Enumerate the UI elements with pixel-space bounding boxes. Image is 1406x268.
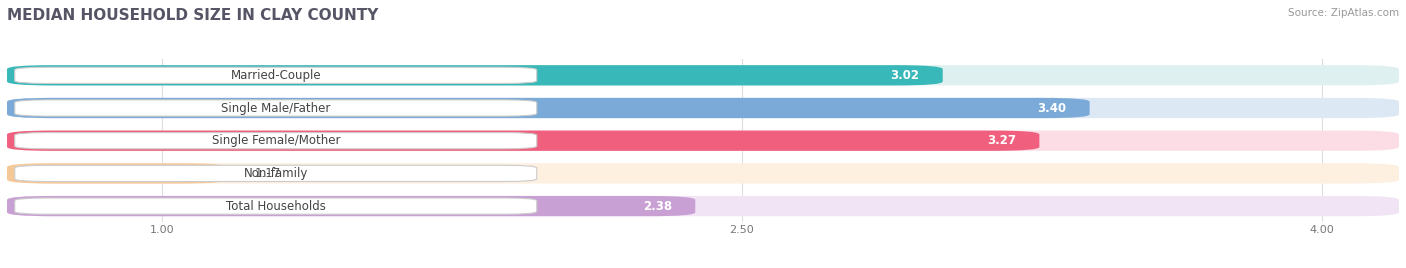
FancyBboxPatch shape <box>7 131 1399 151</box>
Text: 3.27: 3.27 <box>987 134 1017 147</box>
FancyBboxPatch shape <box>7 163 228 184</box>
FancyBboxPatch shape <box>7 196 696 216</box>
Text: 3.02: 3.02 <box>890 69 920 82</box>
Text: Single Female/Mother: Single Female/Mother <box>211 134 340 147</box>
FancyBboxPatch shape <box>7 98 1090 118</box>
Text: 1.17: 1.17 <box>254 167 281 180</box>
FancyBboxPatch shape <box>15 67 537 83</box>
FancyBboxPatch shape <box>7 65 943 85</box>
Text: 3.40: 3.40 <box>1038 102 1067 114</box>
Text: Total Households: Total Households <box>226 200 326 213</box>
FancyBboxPatch shape <box>7 163 1399 184</box>
Text: Married-Couple: Married-Couple <box>231 69 321 82</box>
FancyBboxPatch shape <box>15 100 537 116</box>
FancyBboxPatch shape <box>15 165 537 181</box>
Text: Non-family: Non-family <box>243 167 308 180</box>
Text: Single Male/Father: Single Male/Father <box>221 102 330 114</box>
FancyBboxPatch shape <box>7 131 1039 151</box>
Text: 2.38: 2.38 <box>643 200 672 213</box>
Text: MEDIAN HOUSEHOLD SIZE IN CLAY COUNTY: MEDIAN HOUSEHOLD SIZE IN CLAY COUNTY <box>7 8 378 23</box>
Text: Source: ZipAtlas.com: Source: ZipAtlas.com <box>1288 8 1399 18</box>
FancyBboxPatch shape <box>15 198 537 214</box>
FancyBboxPatch shape <box>7 98 1399 118</box>
FancyBboxPatch shape <box>7 65 1399 85</box>
FancyBboxPatch shape <box>7 196 1399 216</box>
FancyBboxPatch shape <box>15 133 537 149</box>
